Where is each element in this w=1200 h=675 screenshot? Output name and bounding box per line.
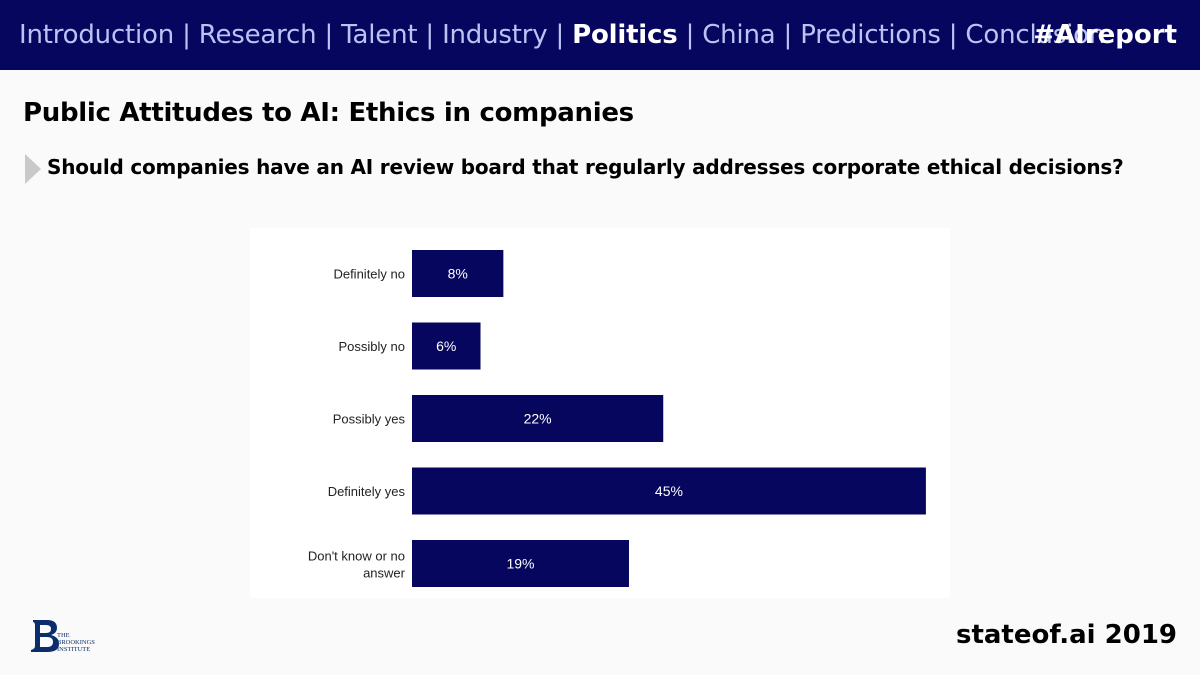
hashtag-label: #AIreport	[1033, 20, 1177, 50]
slide-title: Public Attitudes to AI: Ethics in compan…	[23, 98, 634, 128]
nav-separator: |	[547, 20, 573, 50]
bar-0	[412, 250, 504, 297]
bar-2	[412, 395, 664, 442]
nav-item-industry[interactable]: Industry	[442, 20, 548, 50]
nav-item-predictions[interactable]: Predictions	[800, 20, 941, 50]
bar-3	[412, 467, 926, 515]
nav-separator: |	[940, 20, 966, 50]
logo-text-line: BROOKINGS	[57, 639, 95, 646]
logo-text-line: INSTITUTE	[57, 646, 90, 653]
nav-item-china[interactable]: China	[702, 20, 776, 50]
bar-chart: 8% Definitely no 6% Possibly no 22% Possibly …	[308, 250, 926, 587]
category-label: Definitely yes	[328, 484, 406, 499]
bar-4	[412, 540, 629, 587]
bar-value-label: 45%	[655, 483, 683, 499]
category-label: Don't know or no answer	[308, 549, 406, 581]
bar-value-label: 22%	[524, 411, 552, 427]
nav-separator: |	[316, 20, 342, 50]
category-label: Possibly yes	[333, 412, 406, 427]
nav-separator: |	[174, 20, 199, 50]
nav-separator: |	[417, 20, 443, 50]
nav-item-talent[interactable]: Talent	[341, 20, 418, 50]
nav-separator: |	[677, 20, 703, 50]
bar-value-label: 6%	[436, 338, 456, 354]
category-label: Possibly no	[339, 339, 405, 354]
brookings-logo: THE BROOKINGS INSTITUTE	[31, 620, 95, 653]
nav-item-research[interactable]: Research	[198, 20, 317, 50]
nav-item-conclusion[interactable]: Conclusion	[965, 20, 1106, 50]
logo-text-line: THE	[57, 632, 70, 639]
question-arrow-icon	[25, 154, 41, 184]
footer-brand: stateof.ai 2019	[955, 620, 1177, 650]
top-navigation-bar: Introduction | Research | Talent | Indus…	[0, 0, 1200, 70]
bar-value-label: 19%	[506, 556, 534, 572]
brookings-b-icon	[31, 620, 59, 652]
bar-value-label: 8%	[448, 266, 468, 282]
chart-panel: 8% Definitely no 6% Possibly no 22% Possibly …	[250, 228, 950, 598]
survey-question: Should companies have an AI review board…	[47, 155, 1124, 179]
nav-item-introduction[interactable]: Introduction	[19, 20, 175, 50]
bar-1	[412, 322, 481, 370]
category-label: Definitely no	[333, 267, 405, 282]
section-nav: Introduction | Research | Talent | Indus…	[19, 17, 1105, 53]
nav-separator: |	[775, 20, 801, 50]
nav-item-politics[interactable]: Politics	[572, 20, 678, 50]
